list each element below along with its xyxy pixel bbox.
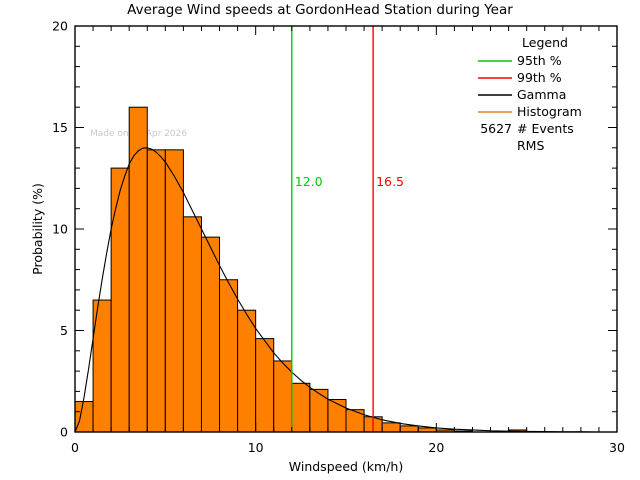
legend-title: Legend [522,35,568,50]
legend-entry-label: Gamma [517,87,566,102]
histogram-bar [146,149,166,432]
legend-entry-label: 99th % [517,70,562,85]
y-tick-label: 10 [52,222,68,237]
histogram-bar [255,338,275,432]
histogram-bar [273,360,293,432]
histogram-bar [345,409,365,432]
percentile-labels: 12.0 16.5 [295,174,404,189]
x-tick-label: 30 [609,440,625,455]
histogram-bar [75,401,94,432]
histogram-bar [128,106,148,432]
histogram-bar [291,382,311,432]
histogram-bar [399,425,419,432]
y-axis-label: Probability (%) [30,183,45,275]
x-tick-label: 10 [248,440,264,455]
legend-entry-label: 95th % [517,53,562,68]
histogram-bar [219,279,239,432]
percentile-value-label: 12.0 [295,174,323,189]
x-axis-ticks: 0 10 20 30 [71,26,625,455]
legend-stat-label: # Events [517,121,574,136]
histogram-bar [327,399,347,432]
histogram-bar [200,236,221,432]
histogram-bar [110,167,130,432]
histogram-bar [381,422,401,432]
gamma-curve [75,147,617,432]
y-tick-label: 0 [60,425,68,440]
x-axis-label: Windspeed (km/h) [289,459,403,474]
histogram-bars [75,106,528,432]
histogram-bar [237,309,257,432]
legend-stat-value: 5627 [480,121,512,136]
y-tick-label: 15 [52,120,68,135]
percentile-lines [291,26,374,432]
y-axis-ticks: 0 5 10 15 20 [52,19,617,440]
percentile-value-label: 16.5 [376,174,404,189]
chart-title: Average Wind speeds at GordonHead Statio… [127,2,513,18]
histogram-bar [309,388,329,432]
x-tick-label: 0 [71,440,79,455]
histogram-bar [164,149,184,432]
histogram-bar [182,216,202,432]
legend-stat-label: RMS [517,138,544,153]
y-tick-label: 20 [52,19,68,34]
legend-entry-label: Histogram [517,104,582,119]
legend: Legend 95th % 99th % Gamma Histogram 5627 # Ev… [478,35,582,153]
gamma-curve-line [75,147,617,432]
x-tick-label: 20 [428,440,444,455]
y-tick-label: 5 [60,323,68,338]
